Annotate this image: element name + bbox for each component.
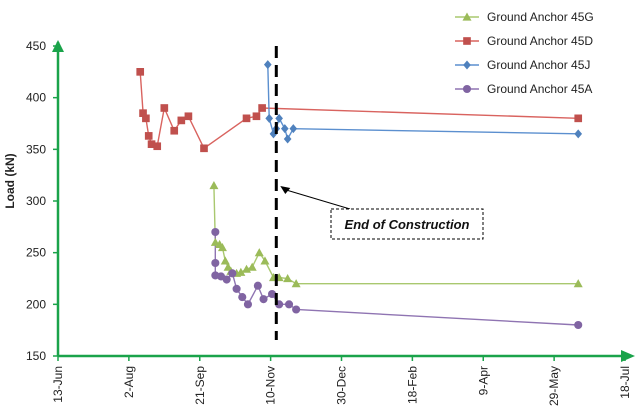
data-point [209,181,219,190]
data-point [142,114,150,123]
legend: Ground Anchor 45G Ground Anchor 45D Ground… [455,10,594,96]
annotation-box [330,208,484,240]
legend-marker [462,84,472,94]
data-point [220,256,230,265]
data-point [184,112,193,121]
data-point [265,113,274,123]
data-point [574,129,583,139]
data-point [236,267,246,276]
data-point [283,274,293,283]
x-axis-arrow [621,350,635,362]
data-point [258,104,266,112]
annotation-leader [286,189,351,210]
data-point [147,140,156,148]
legend-label: Ground Anchor 45A [487,82,592,96]
y-tick-label: 200 [26,297,46,311]
data-point [177,116,186,125]
data-point [267,289,277,299]
data-point [573,279,583,288]
data-point [232,284,241,293]
data-point [283,134,292,144]
y-tick-label: 350 [26,142,46,156]
data-point [259,295,268,304]
x-tick-label: 2-Aug [122,366,136,398]
x-tick-label: 30-Dec [335,366,349,405]
data-point [222,275,231,284]
x-tick-label: 9-Apr [476,366,490,395]
y-tick-label: 400 [26,91,46,105]
data-point [238,293,247,302]
y-axis-label: Load (kN) [3,153,17,208]
data-point [289,124,298,134]
annotation-arrowhead [280,186,291,194]
data-point [242,264,252,273]
data-point [153,142,162,151]
x-tick-label: 29-May [547,366,561,406]
x-tick-label: 18-Jul [618,366,632,399]
data-point [247,262,257,271]
data-point [136,68,145,76]
annotation-layer: End of Construction [274,46,484,340]
data-point [260,256,270,265]
legend-marker [463,60,471,70]
series-line [214,232,579,326]
data-point [144,132,153,140]
data-point [242,114,251,123]
x-tick-label: 18-Feb [405,366,419,404]
data-point [211,227,220,237]
y-tick-label: 250 [26,246,46,260]
data-point [254,248,264,257]
data-point [292,305,301,314]
data-point [200,144,208,153]
data-point [160,104,169,112]
data-point [217,243,227,252]
data-point [574,114,583,123]
data-point [252,112,261,121]
axes: 150 200 250 300 350 400 450 13-Jun 2-Aug 21-Sep 10… [26,39,635,406]
x-tick-label: 10-Nov [264,366,278,405]
legend-label: Ground Anchor 45G [487,10,594,24]
y-tick-label: 300 [26,194,46,208]
data-point [228,269,237,278]
data-point [243,300,252,309]
data-point [170,126,179,135]
legend-marker [462,12,472,21]
data-point [275,113,283,123]
data-point [280,124,289,134]
series-layer [139,64,579,326]
x-tick-label: 13-Jun [51,366,65,403]
data-point [574,320,583,330]
data-point [139,109,147,117]
legend-label: Ground Anchor 45D [487,34,593,48]
y-tick-label: 450 [26,39,46,53]
marker-layer [136,60,583,330]
data-point [253,281,262,290]
data-point [285,300,294,309]
x-tick-label: 21-Sep [193,366,207,405]
y-tick-label: 150 [26,349,46,363]
data-point [211,258,220,268]
data-point [263,60,272,70]
data-point [291,279,301,288]
series-line [267,64,579,141]
annotation-text: End of Construction [345,217,470,232]
legend-label: Ground Anchor 45J [487,58,590,72]
legend-marker [463,37,471,45]
